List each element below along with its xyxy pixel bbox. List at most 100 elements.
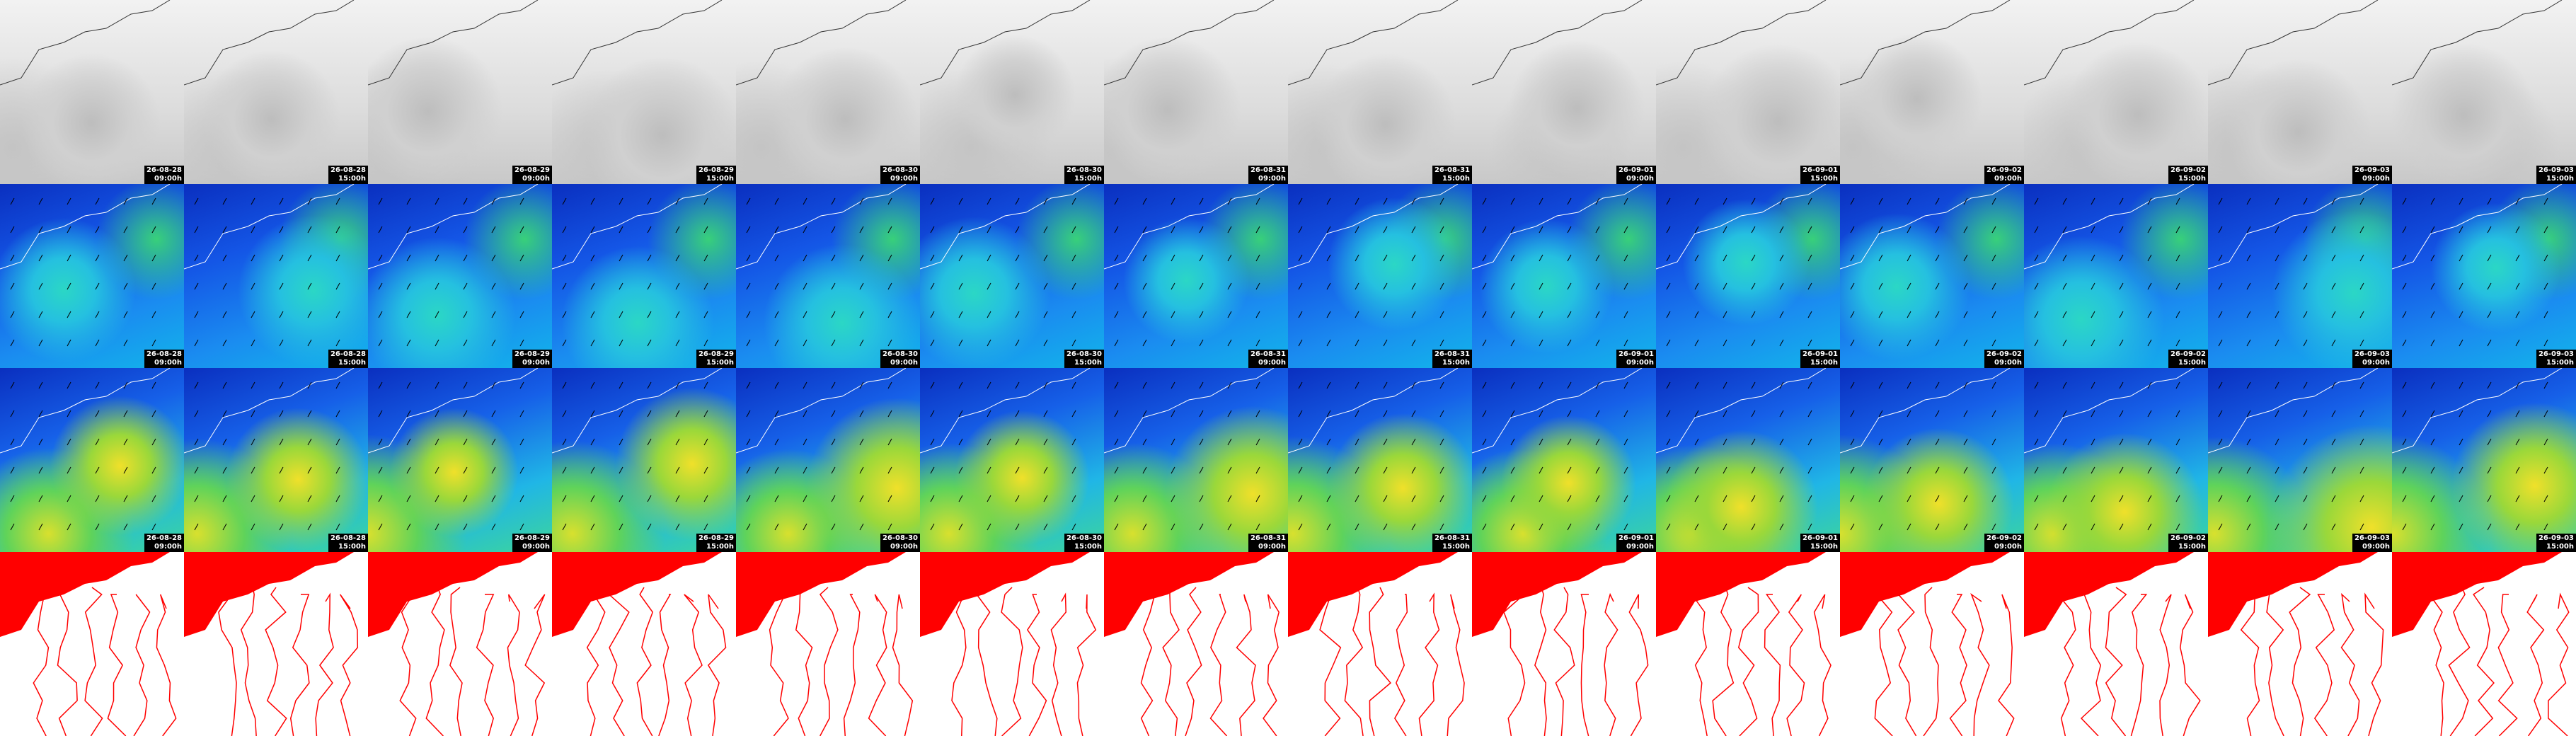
wind-arrow [1015, 311, 1020, 318]
date-label: 26-08-29 [514, 350, 550, 358]
wind-arrow [1935, 410, 1940, 418]
wind-arrow [307, 438, 312, 446]
wind-arrow [1482, 410, 1487, 418]
coastline [736, 368, 907, 454]
wind-arrow [1355, 197, 1359, 205]
wind-arrow [859, 466, 864, 474]
isobar [2364, 592, 2384, 736]
wind-arrow [123, 339, 128, 347]
wind-arrow [675, 311, 680, 318]
wind-arrow [2459, 410, 2463, 418]
coastline [184, 0, 355, 86]
wind-arrow [1043, 254, 1048, 262]
isobar [1026, 594, 1047, 736]
land-fill [2024, 552, 2194, 637]
wind-arrow [519, 438, 524, 446]
wind-arrow [463, 381, 468, 389]
wind-arrow [859, 226, 864, 234]
wind-arrow [2218, 381, 2223, 389]
wind-arrow [987, 282, 991, 290]
wind-arrow [519, 523, 524, 531]
wind-arrow [562, 466, 567, 474]
wind-arrow [831, 381, 836, 389]
wind-arrow [619, 523, 623, 531]
time-label: 09:00h [890, 175, 918, 183]
wind-arrow [887, 311, 892, 318]
timestamp: 26-09-02 09:00h [1984, 166, 2024, 184]
isobar [1418, 592, 1440, 736]
date-label: 26-09-02 [2170, 350, 2206, 358]
wind-arrow [463, 523, 468, 531]
wind-arrow [194, 311, 199, 318]
wind-arrow [2515, 523, 2520, 531]
isobar [449, 587, 463, 736]
wind-arrow [1935, 197, 1940, 205]
wind-arrow [123, 254, 128, 262]
wind-arrow [619, 339, 623, 347]
wind-arrow [1878, 495, 1883, 502]
map-overlay [368, 552, 546, 736]
wind-arrow [1114, 339, 1119, 347]
wind-arrow [1142, 495, 1147, 502]
isobar [2080, 580, 2102, 736]
wind-arrow [1623, 254, 1628, 262]
isobar [1447, 594, 1465, 736]
wind-arrow [1255, 311, 1260, 318]
coastline [1656, 368, 1827, 454]
wind-arrow [10, 282, 15, 290]
wind-arrow [491, 226, 496, 234]
wind-arrow [378, 311, 383, 318]
wind-arrow [2246, 311, 2251, 318]
wind-arrow [1907, 254, 1911, 262]
date-label: 26-08-29 [698, 350, 734, 358]
wind-arrow [1623, 495, 1628, 502]
wind-arrow [803, 438, 807, 446]
wind-arrow [930, 226, 935, 234]
time-label: 09:00h [1258, 543, 1286, 551]
isobar [1050, 592, 1066, 736]
land-fill [0, 552, 170, 637]
wind-arrow [1043, 197, 1048, 205]
wind-arrow [1255, 381, 1260, 389]
date-label: 26-08-30 [882, 166, 918, 174]
map-overlay [736, 0, 907, 86]
time-label: 15:00h [1810, 175, 1838, 183]
map-cell: 26-08-30 09:00h [736, 0, 920, 184]
wind-arrow [647, 523, 652, 531]
time-label: 15:00h [1810, 543, 1838, 551]
wind-arrow [2515, 466, 2520, 474]
wind-arrow [987, 197, 991, 205]
wind-arrow [38, 410, 43, 418]
wind-arrow [38, 523, 43, 531]
wind-arrow [1171, 381, 1175, 389]
wind-arrow [1015, 282, 1020, 290]
wind-arrow [435, 311, 439, 318]
wind-arrow [1623, 339, 1628, 347]
wind-arrow [1807, 523, 1812, 531]
wind-arrow [279, 438, 284, 446]
wind-arrow [2091, 339, 2095, 347]
wind-arrow [2402, 495, 2407, 502]
wind-arrow [491, 254, 496, 262]
map-overlay [1104, 368, 1275, 531]
wind-arrow [1850, 226, 1855, 234]
wind-arrow [1482, 311, 1487, 318]
wind-arrow [675, 495, 680, 502]
wind-arrow [774, 495, 779, 502]
timestamp: 26-08-31 09:00h [1248, 350, 1288, 368]
wind-arrow [1878, 254, 1883, 262]
wind-arrow [647, 311, 652, 318]
map-cell: 26-09-03 09:00h [2208, 368, 2392, 552]
wind-arrow [1963, 197, 1968, 205]
wind-arrow [2515, 254, 2520, 262]
wind-arrow [1142, 226, 1147, 234]
coastline [1472, 184, 1643, 270]
wind-arrow [2487, 523, 2492, 531]
date-label: 26-09-01 [1618, 534, 1654, 542]
isobar [707, 594, 727, 736]
wind-arrow [1991, 339, 1996, 347]
wind-arrow [1963, 381, 1968, 389]
wind-arrow [1694, 226, 1699, 234]
wind-arrow [831, 495, 836, 502]
wind-arrow [703, 410, 708, 418]
